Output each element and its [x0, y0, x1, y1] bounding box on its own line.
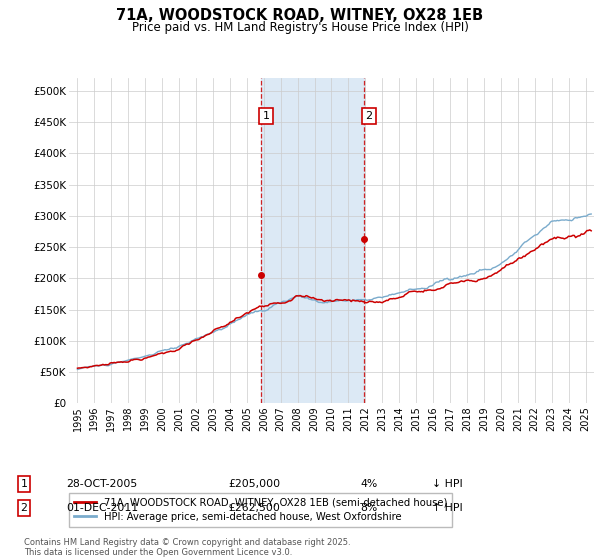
Text: 01-DEC-2011: 01-DEC-2011 — [66, 503, 138, 513]
Text: 71A, WOODSTOCK ROAD, WITNEY, OX28 1EB: 71A, WOODSTOCK ROAD, WITNEY, OX28 1EB — [116, 8, 484, 24]
Text: 1: 1 — [262, 111, 269, 121]
Legend: 71A, WOODSTOCK ROAD, WITNEY, OX28 1EB (semi-detached house), HPI: Average price,: 71A, WOODSTOCK ROAD, WITNEY, OX28 1EB (s… — [69, 493, 452, 526]
Text: ↑ HPI: ↑ HPI — [432, 503, 463, 513]
Text: 8%: 8% — [360, 503, 377, 513]
Text: ↓ HPI: ↓ HPI — [432, 479, 463, 489]
Text: 2: 2 — [20, 503, 28, 513]
Text: 28-OCT-2005: 28-OCT-2005 — [66, 479, 137, 489]
Text: Price paid vs. HM Land Registry's House Price Index (HPI): Price paid vs. HM Land Registry's House … — [131, 21, 469, 34]
Text: 4%: 4% — [360, 479, 377, 489]
Text: Contains HM Land Registry data © Crown copyright and database right 2025.
This d: Contains HM Land Registry data © Crown c… — [24, 538, 350, 557]
Text: £205,000: £205,000 — [228, 479, 280, 489]
Text: 2: 2 — [365, 111, 373, 121]
Text: £262,500: £262,500 — [228, 503, 280, 513]
Bar — [261, 78, 364, 403]
Text: 1: 1 — [20, 479, 28, 489]
